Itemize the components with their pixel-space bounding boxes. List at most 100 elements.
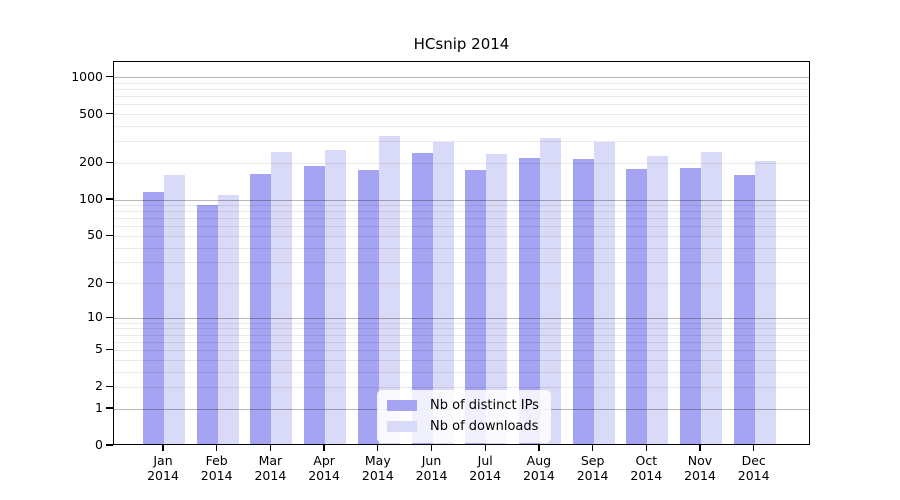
- bar-jan-distinct-ips: [143, 192, 164, 444]
- xtick-year-jul: 2014: [469, 468, 502, 483]
- bar-may-downloads: [378, 135, 400, 444]
- ytick-1000: [106, 76, 113, 78]
- xtick-feb: [216, 445, 218, 451]
- bar-dec-distinct-ips: [733, 174, 755, 444]
- xtick-month-may: May: [364, 453, 391, 468]
- ytick-10: [106, 316, 113, 318]
- gridline-minor-400: [114, 126, 809, 128]
- bar-aug-downloads: [539, 138, 561, 444]
- xtick-year-jan: 2014: [147, 468, 179, 483]
- xtick-month-mar: Mar: [258, 453, 283, 468]
- bar-mar-downloads: [271, 151, 293, 444]
- xtick-month-jun: Jun: [421, 453, 442, 468]
- xtick-jan: [162, 445, 164, 451]
- ytick-2: [106, 385, 113, 388]
- xtick-label-sep: Sep 2014: [561, 453, 625, 483]
- xtick-month-apr: Apr: [313, 453, 335, 468]
- xtick-apr: [323, 445, 325, 451]
- bar-feb-downloads: [217, 194, 239, 444]
- gridline-minor-900: [114, 82, 809, 84]
- xtick-year-apr: 2014: [308, 468, 340, 483]
- xtick-month-jan: Jan: [153, 453, 173, 468]
- legend-swatch-downloads: [387, 421, 417, 432]
- xtick-oct: [645, 445, 647, 451]
- gridline-minor-500: [114, 114, 809, 116]
- xtick-year-dec: 2014: [737, 468, 770, 483]
- legend-entry-downloads: Nb of downloads: [387, 419, 539, 434]
- xtick-mar: [269, 445, 272, 451]
- legend-label-distinct-ips: Nb of distinct IPs: [430, 398, 539, 413]
- bar-jul-distinct-ips: [465, 169, 487, 444]
- xtick-jul: [484, 445, 486, 451]
- xtick-year-nov: 2014: [684, 468, 716, 483]
- bar-jun-distinct-ips: [411, 153, 433, 444]
- ytick-label-50: 50: [87, 227, 103, 243]
- bar-dec-downloads: [754, 160, 776, 444]
- xtick-label-jun: Jun 2014: [400, 453, 464, 483]
- xtick-label-dec: Dec 2014: [722, 453, 786, 483]
- xtick-month-sep: Sep: [580, 453, 605, 468]
- ytick-100: [106, 198, 113, 200]
- xtick-may: [377, 445, 379, 451]
- bar-apr-distinct-ips: [304, 166, 326, 444]
- xtick-month-nov: Nov: [687, 453, 713, 468]
- bar-nov-distinct-ips: [680, 167, 701, 444]
- xtick-label-may: May 2014: [346, 453, 410, 483]
- xtick-nov: [699, 445, 701, 451]
- xtick-dec: [753, 445, 755, 451]
- legend: Nb of distinct IPs Nb of downloads: [377, 390, 551, 443]
- ytick-label-500: 500: [79, 105, 103, 121]
- ytick-label-2: 2: [95, 378, 103, 394]
- xtick-month-dec: Dec: [741, 453, 766, 468]
- legend-entry-distinct-ips: Nb of distinct IPs: [387, 398, 539, 413]
- ytick-1: [106, 407, 113, 409]
- xtick-label-aug: Aug 2014: [507, 453, 571, 483]
- gridline-major-1000: [114, 77, 809, 79]
- ytick-20: [106, 282, 113, 284]
- ytick-label-20: 20: [87, 274, 103, 290]
- bar-aug-distinct-ips: [518, 158, 540, 444]
- legend-swatch-distinct-ips: [387, 400, 417, 411]
- xtick-year-aug: 2014: [522, 468, 555, 483]
- xtick-year-mar: 2014: [254, 468, 287, 483]
- ytick-label-10: 10: [87, 309, 103, 325]
- ytick-200: [106, 161, 113, 163]
- xtick-jun: [430, 445, 433, 451]
- ytick-label-1: 1: [95, 400, 103, 416]
- xtick-sep: [591, 445, 594, 451]
- ytick-0: [106, 444, 113, 446]
- ytick-label-5: 5: [95, 341, 103, 357]
- xtick-label-oct: Oct 2014: [614, 453, 678, 483]
- xtick-year-may: 2014: [361, 468, 394, 483]
- xtick-label-apr: Apr 2014: [292, 453, 356, 483]
- gridline-minor-800: [114, 89, 809, 91]
- bar-jul-downloads: [486, 154, 508, 444]
- bar-may-distinct-ips: [357, 169, 379, 444]
- bar-sep-distinct-ips: [572, 158, 594, 444]
- xtick-month-feb: Feb: [205, 453, 228, 468]
- xtick-year-sep: 2014: [576, 468, 609, 483]
- ytick-5: [106, 348, 113, 351]
- bar-oct-downloads: [647, 156, 669, 444]
- gridline-minor-600: [114, 104, 809, 106]
- bar-oct-distinct-ips: [626, 169, 648, 444]
- ytick-500: [106, 113, 113, 115]
- bar-jun-downloads: [432, 141, 454, 444]
- ytick-label-0: 0: [95, 437, 103, 452]
- ytick-label-200: 200: [79, 154, 103, 170]
- xtick-month-oct: Oct: [635, 453, 658, 468]
- xtick-label-feb: Feb 2014: [185, 453, 249, 483]
- bar-sep-downloads: [593, 141, 615, 444]
- bar-nov-downloads: [701, 152, 722, 444]
- bar-jan-downloads: [164, 174, 185, 444]
- xtick-label-jan: Jan 2014: [131, 453, 195, 483]
- gridline-minor-700: [114, 96, 809, 98]
- xtick-label-mar: Mar 2014: [238, 453, 302, 483]
- xtick-month-aug: Aug: [526, 453, 552, 468]
- xtick-label-nov: Nov 2014: [668, 453, 732, 483]
- gridline-minor-300: [114, 141, 809, 143]
- ytick-label-1000: 1000: [71, 68, 103, 84]
- plot-area: Nb of distinct IPs Nb of downloads: [113, 61, 810, 445]
- bar-feb-distinct-ips: [196, 204, 218, 444]
